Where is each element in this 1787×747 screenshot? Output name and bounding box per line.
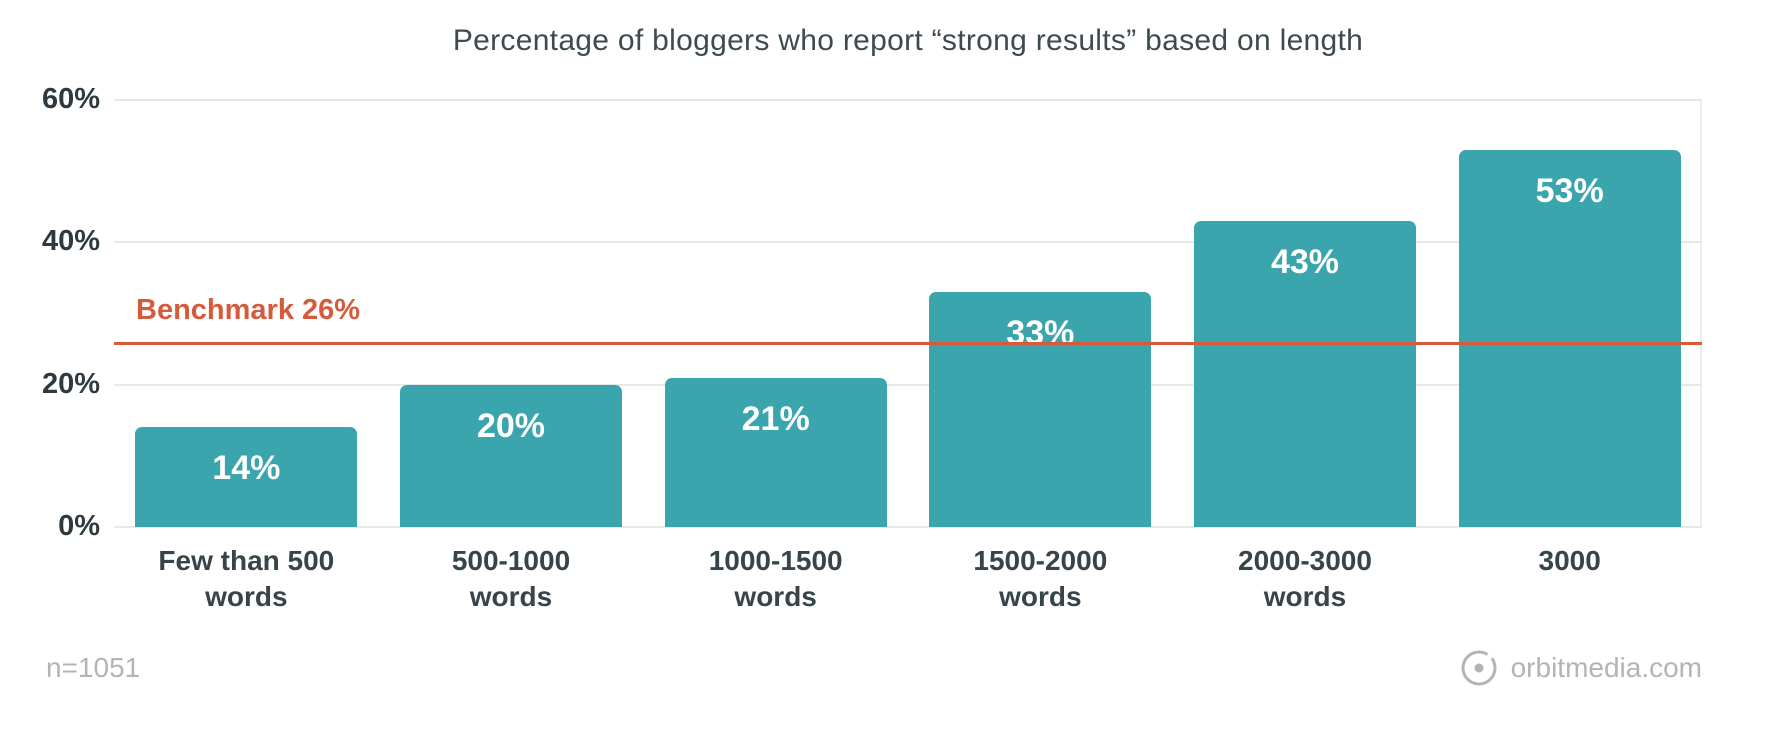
bar: 53% <box>1458 149 1681 527</box>
bar: 21% <box>664 377 887 527</box>
orbitmedia-logo-icon <box>1461 650 1497 686</box>
bar: 20% <box>400 384 622 527</box>
x-axis-category-label: 500-1000 words <box>451 545 571 613</box>
benchmark-label: Benchmark 26% <box>136 293 361 326</box>
brand-label: orbitmedia.com <box>1510 652 1702 683</box>
chart-title: Percentage of bloggers who report “stron… <box>452 24 1364 57</box>
benchmark-line <box>114 341 1702 345</box>
bar: 33% <box>929 292 1152 527</box>
bar: 14% <box>135 427 358 527</box>
bar-value-label: 53% <box>1535 171 1604 210</box>
x-axis-category-label: 1000-1500 words <box>708 545 843 613</box>
gridline <box>114 99 1702 101</box>
y-axis-tick-label: 60% <box>41 82 100 115</box>
bar-value-label: 21% <box>741 399 810 438</box>
plot-area: 0% 20% 40% 60% 14% Few than 500 words 20% 500-1… <box>42 83 1702 612</box>
bar: 43% <box>1194 220 1416 527</box>
x-axis-category-label: 1500-2000 words <box>973 545 1108 613</box>
bar-value-label: 20% <box>476 406 546 445</box>
y-axis-tick-label: 20% <box>41 367 100 400</box>
chart-footer: n=1051 orbitmedia.com <box>46 648 1702 688</box>
brand-lockup: orbitmedia.com <box>1459 648 1702 688</box>
gridline <box>114 241 1702 244</box>
bar-value-label: 33% <box>1006 314 1075 353</box>
plot-right-edge <box>1700 100 1702 527</box>
x-axis-category-label: Few than 500 words <box>158 545 335 613</box>
gridline <box>114 383 1702 386</box>
bar-value-label: 14% <box>212 449 281 488</box>
x-axis-category-label: 2000-3000 words <box>1238 545 1372 613</box>
sample-size-label: n=1051 <box>46 652 141 683</box>
gridline <box>114 526 1702 528</box>
y-axis-tick-label: 40% <box>41 225 100 258</box>
x-axis-category-label: 3000 <box>1538 545 1601 576</box>
bar-value-label: 43% <box>1270 242 1340 281</box>
y-axis-tick-label: 0% <box>58 509 100 542</box>
